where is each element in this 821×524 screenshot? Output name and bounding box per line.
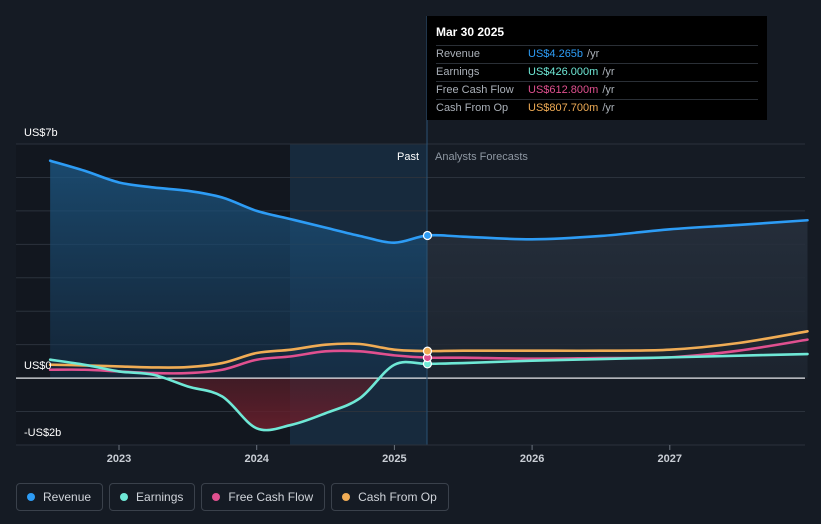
tooltip-row-value: US$4.265b	[528, 48, 584, 60]
tooltip-row-unit: /yr	[602, 84, 615, 96]
x-axis-ticks: 2023 2024 2025 2026 2027	[16, 444, 805, 465]
y-label-bottom: -US$2b	[24, 427, 61, 439]
tooltip-row-revenue: Revenue US$4.265b /yr	[436, 45, 758, 63]
tooltip-row-unit: /yr	[602, 66, 615, 78]
legend-label: Free Cash Flow	[228, 490, 314, 504]
revenue-area-past	[50, 160, 427, 379]
tooltip-row-unit: /yr	[602, 102, 615, 114]
tooltip-markers	[422, 230, 433, 369]
legend-item-cash-from-op[interactable]: Cash From Op	[331, 483, 449, 511]
legend-item-free-cash-flow[interactable]: Free Cash Flow	[201, 483, 326, 511]
cash-from-op-dot-icon	[342, 493, 351, 501]
past-label: Past	[397, 151, 419, 163]
legend-label: Cash From Op	[358, 490, 437, 504]
legend-item-earnings[interactable]: Earnings	[109, 483, 196, 511]
revenue-marker	[422, 230, 433, 241]
x-tick-label: 2027	[658, 453, 682, 465]
tooltip-row-name: Earnings	[436, 66, 480, 78]
legend-label: Earnings	[136, 490, 184, 504]
earnings-negative-area	[164, 378, 380, 431]
earnings-line	[48, 352, 809, 432]
series-lines	[48, 159, 809, 432]
tooltip-row-value: US$612.800m	[528, 84, 599, 96]
y-label-top: US$7b	[24, 127, 58, 139]
tooltip-row-name: Cash From Op	[436, 102, 509, 114]
forecast-label: Analysts Forecasts	[435, 151, 528, 163]
tooltip-row-cash-from-op: Cash From Op US$807.700m /yr	[436, 99, 758, 117]
legend-label: Revenue	[43, 490, 92, 504]
legend: Revenue Earnings Free Cash Flow Cash Fro…	[16, 483, 449, 511]
chart-area: US$7b US$0 -US$2b Past Analysts Forecast…	[16, 16, 809, 465]
tooltip-date: Mar 30 2025	[436, 25, 505, 39]
tooltip-row-name: Free Cash Flow	[436, 84, 514, 96]
free-cash-flow-dot-icon	[212, 493, 221, 501]
revenue-line	[48, 159, 809, 244]
tooltip: Mar 30 2025 Revenue US$4.265b /yr Earnin…	[427, 16, 767, 120]
tooltip-row-value: US$807.700m	[528, 102, 599, 114]
tooltip-row-name: Revenue	[436, 48, 481, 60]
revenue-dot-icon	[27, 493, 35, 501]
tooltip-row-value: US$426.000m	[528, 66, 599, 78]
x-tick-label: 2024	[244, 453, 269, 465]
tooltip-row-earnings: Earnings US$426.000m /yr	[436, 63, 758, 81]
cash-from-op-line	[48, 329, 809, 369]
legend-item-revenue[interactable]: Revenue	[16, 483, 104, 511]
earnings-dot-icon	[120, 493, 129, 501]
x-tick-label: 2026	[520, 453, 544, 465]
tooltip-row-unit: /yr	[587, 48, 600, 60]
y-label-zero: US$0	[24, 360, 52, 372]
revenue-area-forecast	[427, 220, 808, 379]
tooltip-row-free-cash-flow: Free Cash Flow US$612.800m /yr	[436, 81, 758, 99]
cash-from-op-marker	[422, 346, 433, 356]
x-tick-label: 2025	[382, 453, 406, 465]
x-tick-label: 2023	[107, 453, 131, 465]
